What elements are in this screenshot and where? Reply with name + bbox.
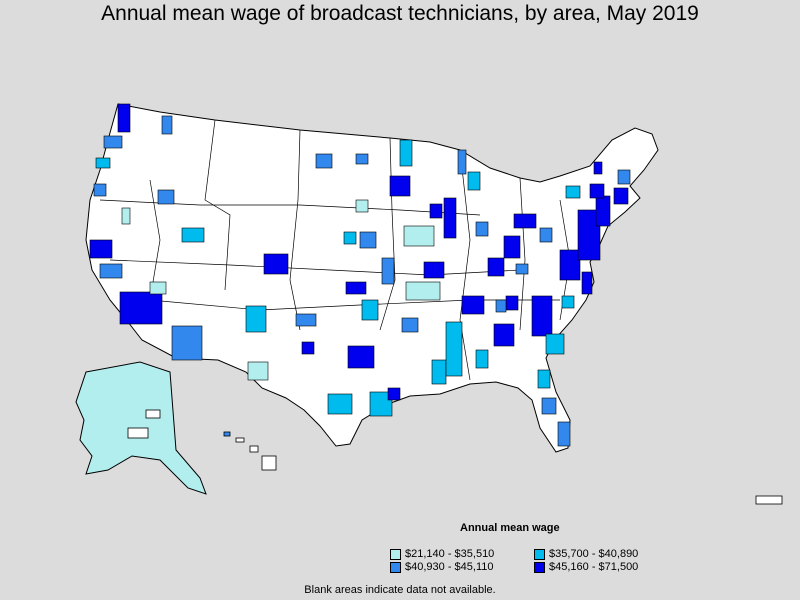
map-title: Annual mean wage of broadcast technician… xyxy=(101,2,699,25)
legend-swatch-4 xyxy=(534,561,545,573)
alaska-area-white-2 xyxy=(127,427,149,439)
area-regions xyxy=(89,103,631,447)
legend-label-1: $21,140 - $35,510 xyxy=(405,548,495,560)
state-borders xyxy=(99,119,571,381)
contiguous-us xyxy=(85,103,659,453)
legend-swatch-3 xyxy=(390,561,401,573)
legend-swatch-2 xyxy=(534,548,545,560)
area-seattle xyxy=(117,103,131,133)
legend-title: Annual mean wage xyxy=(460,522,560,534)
legend-label-3: $40,930 - $45,110 xyxy=(405,561,494,573)
legend-label-2: $35,700 - $40,890 xyxy=(549,548,639,560)
legend-item-3: $40,930 - $45,110 xyxy=(390,561,493,573)
legend-label-4: $45,160 - $71,500 xyxy=(549,561,639,573)
alaska-area-white xyxy=(145,409,161,419)
hawaii xyxy=(223,431,277,471)
legend-item-1: $21,140 - $35,510 xyxy=(390,548,494,560)
puerto-rico xyxy=(755,495,783,505)
legend-item-2: $35,700 - $40,890 xyxy=(534,548,638,560)
legend-item-4: $45,160 - $71,500 xyxy=(534,561,638,573)
area-sf xyxy=(89,239,113,259)
area-la xyxy=(119,291,163,325)
legend-swatch-1 xyxy=(390,548,401,560)
footnote: Blank areas indicate data not available. xyxy=(304,584,496,596)
